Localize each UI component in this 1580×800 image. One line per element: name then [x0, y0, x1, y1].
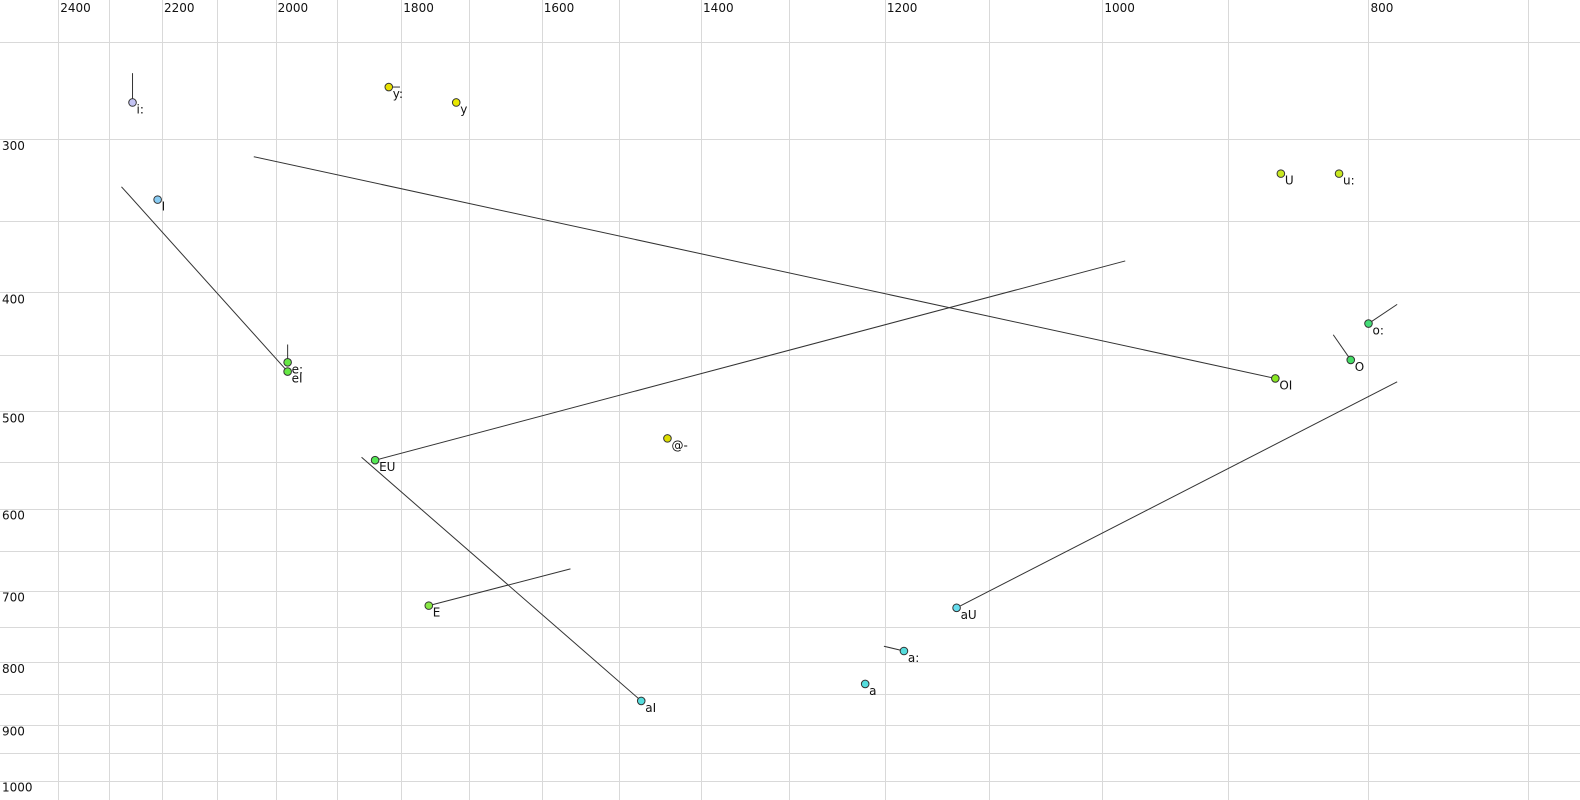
- x-tick-label: 2000: [278, 1, 309, 15]
- vowel-point: [153, 195, 162, 204]
- vowel-label: I: [162, 200, 166, 214]
- x-tick-label: 1200: [887, 1, 918, 15]
- vowel-label: EU: [379, 460, 395, 474]
- vowel-point: [283, 358, 292, 367]
- trajectory: [253, 156, 1276, 379]
- y-tick-label: 500: [2, 411, 25, 425]
- trajectory: [428, 568, 571, 607]
- y-tick-label: 400: [2, 292, 25, 306]
- vowel-label: y:: [393, 87, 403, 101]
- vowel-label: eI: [292, 372, 303, 386]
- x-tick-label: 1600: [544, 1, 575, 15]
- vowel-label: y: [460, 102, 467, 116]
- x-tick-label: 1800: [403, 1, 434, 15]
- vowel-point: [1346, 355, 1356, 365]
- vowel-label: aI: [645, 701, 656, 715]
- y-tick-label: 900: [2, 725, 25, 739]
- vowel-label: O: [1355, 360, 1364, 374]
- vowel-point: [384, 82, 394, 92]
- vowel-label: @-: [671, 438, 687, 452]
- trajectory: [1368, 303, 1398, 324]
- vowel-point: [128, 98, 137, 107]
- x-tick-label: 1000: [1104, 1, 1135, 15]
- x-tick-label: 2400: [60, 1, 91, 15]
- y-tick-label: 1000: [2, 781, 33, 795]
- vowel-point: [1271, 374, 1280, 383]
- y-tick-label: 800: [2, 662, 25, 676]
- vowel-label: a: [869, 684, 876, 698]
- vowel-label: E: [433, 606, 441, 620]
- vowel-point: [451, 98, 461, 107]
- vowel-label: u:: [1343, 174, 1355, 188]
- vowel-point: [1364, 319, 1373, 328]
- vowel-point: [952, 603, 961, 613]
- vowel-point: [424, 601, 434, 610]
- trajectory: [374, 260, 1126, 461]
- y-tick-label: 300: [2, 139, 25, 153]
- vowel-label: aU: [961, 608, 977, 622]
- vowel-label: o:: [1372, 324, 1383, 338]
- vowel-point: [1276, 169, 1286, 178]
- vowel-label: OI: [1279, 378, 1292, 392]
- vowel-label: e:: [292, 362, 303, 376]
- x-tick-label: 1400: [703, 1, 734, 15]
- vowel-point: [636, 696, 646, 706]
- trajectory: [361, 456, 642, 702]
- vowel-label: U: [1285, 174, 1294, 188]
- vowel-point: [899, 646, 909, 656]
- trajectory: [1332, 334, 1352, 361]
- trajectory: [121, 186, 289, 372]
- y-tick-label: 700: [2, 591, 25, 605]
- trajectory: [956, 381, 1398, 609]
- vowel-point: [1334, 169, 1344, 178]
- x-tick-label: 2200: [164, 1, 195, 15]
- vowel-label: i:: [137, 102, 144, 116]
- vowel-point: [283, 367, 292, 376]
- vowel-point: [370, 455, 380, 465]
- x-tick-label: 800: [1370, 1, 1393, 15]
- vowel-point: [663, 434, 672, 443]
- y-tick-label: 600: [2, 509, 25, 523]
- vowel-label: a:: [908, 651, 919, 665]
- vowel-point: [860, 679, 870, 689]
